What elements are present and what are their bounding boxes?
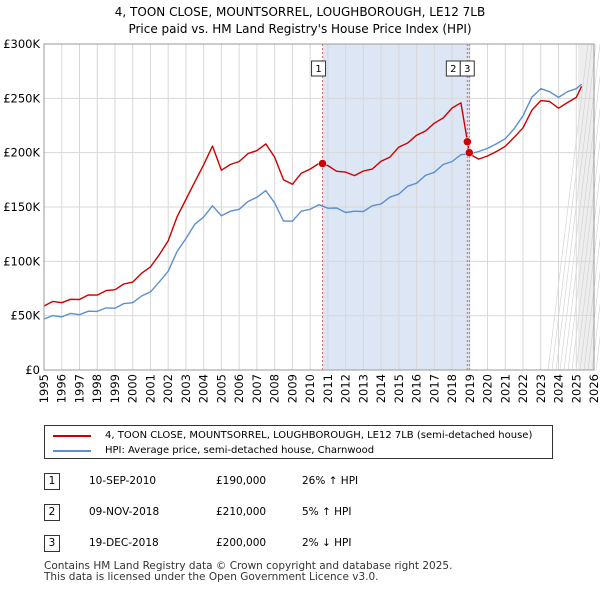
x-tick-label: 2000 xyxy=(126,374,140,403)
footer-line-1: Contains HM Land Registry data © Crown c… xyxy=(44,560,453,572)
y-tick-label: £300K xyxy=(3,37,40,51)
x-tick-label: 2015 xyxy=(392,374,406,403)
chart-title: 4, TOON CLOSE, MOUNTSORREL, LOUGHBOROUGH… xyxy=(0,4,600,38)
transaction-label-text: 3 xyxy=(464,64,470,75)
transaction-label-box xyxy=(459,60,475,77)
chart-gridlines xyxy=(43,43,595,371)
transaction-row: 2 09-NOV-2018 £210,000 5% ↑ HPI xyxy=(44,504,404,524)
x-tick-label: 2003 xyxy=(179,374,193,403)
x-tick-label: 1999 xyxy=(108,374,122,403)
x-tick-label: 1996 xyxy=(55,374,69,403)
x-tick-label: 1997 xyxy=(72,374,86,403)
title-line-2: Price paid vs. HM Land Registry's House … xyxy=(128,22,472,36)
transaction-point xyxy=(463,137,472,147)
transaction-number: 2 xyxy=(44,504,60,521)
x-tick-label: 2020 xyxy=(481,374,495,403)
x-tick-label: 2013 xyxy=(356,374,370,403)
x-tick-label: 2024 xyxy=(552,374,566,403)
title-line-1: 4, TOON CLOSE, MOUNTSORREL, LOUGHBOROUGH… xyxy=(114,5,486,19)
transaction-number: 3 xyxy=(44,535,60,552)
x-tick-label: 2005 xyxy=(214,374,228,403)
x-tick-label: 2006 xyxy=(232,374,246,403)
x-tick-label: 2021 xyxy=(498,374,512,403)
transaction-label-box xyxy=(311,60,327,77)
legend-label-property: 4, TOON CLOSE, MOUNTSORREL, LOUGHBOROUGH… xyxy=(105,430,533,441)
forecast-hatch xyxy=(587,269,600,371)
x-tick-label: 2004 xyxy=(197,374,211,403)
transaction-label-text: 2 xyxy=(450,64,456,75)
y-tick-label: £100K xyxy=(3,254,40,268)
transaction-price: £190,000 xyxy=(216,475,267,487)
x-tick-label: 2016 xyxy=(410,374,424,403)
x-tick-label: 2009 xyxy=(285,374,299,403)
transaction-point xyxy=(318,159,327,168)
x-tick-label: 2008 xyxy=(268,374,282,403)
transaction-row: 1 10-SEP-2010 £190,000 26% ↑ HPI xyxy=(44,473,404,493)
x-tick-label: 2014 xyxy=(374,374,388,403)
x-tick-label: 2026 xyxy=(587,374,600,403)
x-tick-label: 2017 xyxy=(427,374,441,403)
footer-line-2: This data is licensed under the Open Gov… xyxy=(44,571,379,583)
x-tick-label: 2012 xyxy=(339,374,353,403)
transaction-label-text: 1 xyxy=(315,64,321,75)
transaction-points xyxy=(318,137,474,168)
x-tick-label: 2022 xyxy=(516,374,530,403)
x-tick-label: 2018 xyxy=(445,374,459,403)
x-tick-label: 2001 xyxy=(143,374,157,403)
footer-notice: Contains HM Land Registry data © Crown c… xyxy=(44,561,452,583)
transaction-date: 19-DEC-2018 xyxy=(89,537,159,549)
transaction-hpi-diff: 5% ↑ HPI xyxy=(302,506,352,518)
transaction-point xyxy=(465,148,474,157)
x-tick-label: 1995 xyxy=(37,374,51,403)
legend-swatch-hpi xyxy=(53,449,91,452)
x-tick-label: 2010 xyxy=(303,374,317,403)
y-tick-label: £200K xyxy=(3,146,40,160)
transaction-number: 1 xyxy=(44,473,60,490)
transaction-price: £200,000 xyxy=(216,537,267,549)
legend-label-hpi: HPI: Average price, semi-detached house,… xyxy=(105,445,375,456)
transaction-date: 10-SEP-2010 xyxy=(89,475,157,487)
plot-border xyxy=(43,43,595,371)
hpi-line xyxy=(43,83,583,320)
transaction-date: 09-NOV-2018 xyxy=(89,506,160,518)
x-tick-label: 1998 xyxy=(90,374,104,403)
y-tick-label: £50K xyxy=(11,309,41,323)
transaction-row: 3 19-DEC-2018 £200,000 2% ↓ HPI xyxy=(44,535,404,555)
x-tick-label: 2019 xyxy=(463,374,477,403)
transaction-hpi-diff: 2% ↓ HPI xyxy=(302,537,352,549)
x-tick-label: 2002 xyxy=(161,374,175,403)
y-tick-label: £0 xyxy=(25,363,40,377)
transaction-price: £210,000 xyxy=(216,506,267,518)
x-tick-label: 2025 xyxy=(569,374,583,403)
x-tick-label: 2007 xyxy=(250,374,264,403)
legend-item-hpi: HPI: Average price, semi-detached house,… xyxy=(53,443,374,458)
forecast-hatch xyxy=(591,302,600,371)
transaction-hpi-diff: 26% ↑ HPI xyxy=(302,475,359,487)
x-tick-label: 2011 xyxy=(321,374,335,403)
legend-item-property: 4, TOON CLOSE, MOUNTSORREL, LOUGHBOROUGH… xyxy=(53,428,532,443)
chart-legend: 4, TOON CLOSE, MOUNTSORREL, LOUGHBOROUGH… xyxy=(44,425,553,459)
y-tick-label: £250K xyxy=(3,91,40,105)
y-tick-label: £150K xyxy=(3,200,40,214)
legend-swatch-property xyxy=(53,434,91,437)
x-tick-label: 2023 xyxy=(534,374,548,403)
